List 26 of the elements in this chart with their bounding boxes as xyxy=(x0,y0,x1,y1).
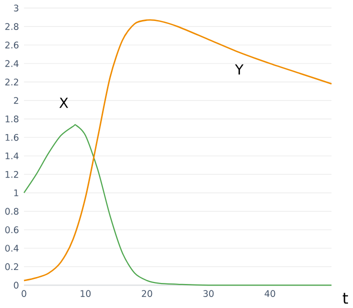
x-axis-title: t xyxy=(342,292,348,304)
y-tick-label: 2.4 xyxy=(5,60,19,67)
y-tick-label: 2.6 xyxy=(5,41,18,48)
y-tick-label: 1 xyxy=(14,189,18,196)
y-tick-label: 2.2 xyxy=(5,78,18,86)
x-tick-label: 20 xyxy=(142,290,152,297)
y-tick-label: 0.8 xyxy=(5,208,18,215)
line-series xyxy=(23,19,332,282)
x-tick-label: 10 xyxy=(80,290,91,297)
y-tick-label: 1.6 xyxy=(6,134,18,141)
y-tick-label: 0.2 xyxy=(5,263,18,270)
y-tick-label: 3 xyxy=(14,4,18,12)
y-tick-label: 1.4 xyxy=(6,152,19,160)
x-tick-label: 40 xyxy=(264,290,276,297)
y-tick-label: 1.2 xyxy=(6,170,18,178)
y-tick-label: 1.8 xyxy=(6,115,18,122)
series-label: X xyxy=(59,98,68,108)
y-tick-label: 2 xyxy=(14,96,18,104)
series-label: Y xyxy=(234,64,244,74)
y-tick-label: 2.8 xyxy=(5,22,18,30)
y-tick-label: 0.4 xyxy=(5,244,19,252)
y-tick-label: 0.6 xyxy=(5,226,18,234)
x-tick-label: 30 xyxy=(203,290,214,297)
line-series xyxy=(23,124,332,286)
x-tick-label: 0 xyxy=(22,290,26,297)
y-tick-label: 0 xyxy=(14,282,18,288)
